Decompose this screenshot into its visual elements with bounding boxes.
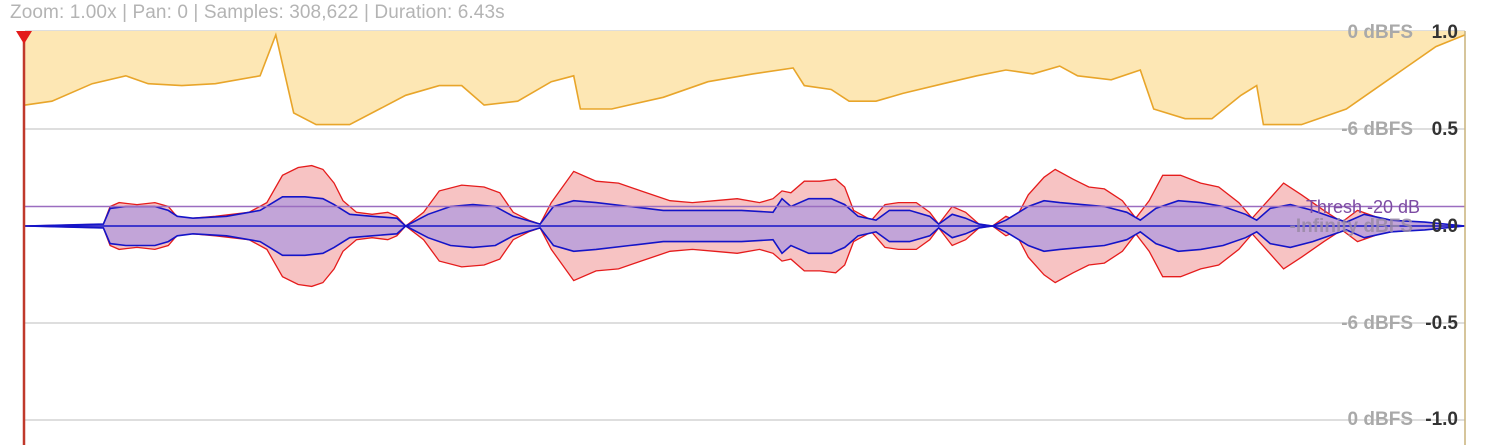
linear-label-dn6: -0.5 — [1425, 313, 1458, 334]
linear-label-bottom: -1.0 — [1425, 409, 1458, 430]
linear-label-center: 0.0 — [1432, 216, 1458, 237]
linear-label-up6: 0.5 — [1432, 119, 1459, 140]
gain-reduction-line — [24, 32, 1466, 126]
axis-labels: 0 dBFS 1.0 -6 dBFS 0.5 -Infinity dBFS 0.… — [1290, 22, 1459, 430]
status-bar: Zoom: 1.00x | Pan: 0 | Samples: 308,622 … — [10, 2, 505, 23]
dbfs-label-dn6: -6 dBFS — [1341, 313, 1413, 334]
playhead[interactable] — [16, 31, 32, 445]
peak-envelope-line — [24, 164, 1466, 288]
gain-reduction-fill — [25, 31, 1465, 125]
threshold-label: Thresh -20 dB — [1306, 197, 1420, 217]
gain-reduction-curve — [24, 31, 1466, 126]
dbfs-label-bottom: 0 dBFS — [1348, 409, 1413, 430]
rms-envelope-line — [24, 196, 1466, 257]
linear-label-top: 1.0 — [1432, 22, 1458, 43]
dbfs-label-top: 0 dBFS — [1348, 22, 1413, 43]
playhead-marker-icon — [16, 31, 32, 44]
dbfs-label-up6: -6 dBFS — [1341, 119, 1413, 140]
dbfs-label-center: -Infinity dBFS — [1290, 216, 1413, 237]
